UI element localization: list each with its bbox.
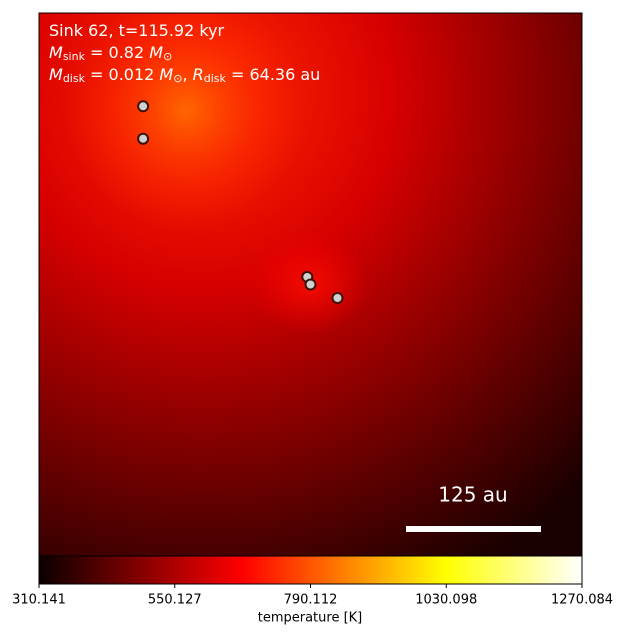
info-line: Mdisk = 0.012 M⊙, Rdisk = 64.36 au xyxy=(49,65,320,86)
sink-particle xyxy=(137,132,150,145)
info-segment: ⊙ xyxy=(173,72,182,85)
sink-particle xyxy=(304,278,317,291)
colorbar xyxy=(38,555,583,585)
info-segment: disk xyxy=(204,72,227,85)
info-line: Sink 62, t=115.92 kyr xyxy=(49,21,225,40)
info-segment: R xyxy=(193,65,204,84)
colorbar-tick-label: 310.141 xyxy=(12,593,66,608)
colorbar-tick-label: 1270.084 xyxy=(551,593,613,608)
scale-bar xyxy=(406,526,541,532)
info-segment: sink xyxy=(63,50,86,63)
colorbar-tick-label: 1030.098 xyxy=(415,593,477,608)
info-segment: M xyxy=(49,43,63,62)
info-segment: = 0.012 xyxy=(85,65,159,84)
info-segment: M xyxy=(149,43,163,62)
sink-particle xyxy=(331,291,344,304)
sink-particle xyxy=(137,100,150,113)
info-segment: = 64.36 au xyxy=(226,65,320,84)
info-segment: , xyxy=(182,65,192,84)
colorbar-tick-label: 790.112 xyxy=(284,593,338,608)
info-line: Msink = 0.82 M⊙ xyxy=(49,43,172,64)
info-segment: M xyxy=(159,65,173,84)
colorbar-tick-label: 550.127 xyxy=(148,593,202,608)
info-segment: ⊙ xyxy=(163,50,172,63)
info-segment: disk xyxy=(63,72,86,85)
colorbar-label: temperature [K] xyxy=(258,611,363,626)
info-segment: M xyxy=(49,65,63,84)
info-text: Sink 62, t=115.92 kyr Msink = 0.82 M⊙ Mdis… xyxy=(49,21,320,86)
info-segment: = 0.82 xyxy=(85,43,149,62)
scale-bar-label: 125 au xyxy=(438,483,507,507)
info-segment: Sink 62, t=115.92 kyr xyxy=(49,21,225,40)
